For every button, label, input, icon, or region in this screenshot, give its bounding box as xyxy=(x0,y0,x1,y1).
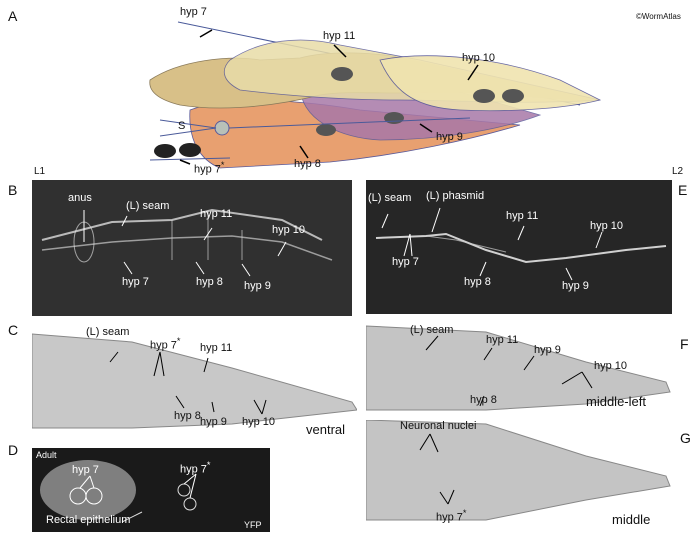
label-d-hyp7star: hyp 7* xyxy=(180,460,211,476)
hyp9-nucleus xyxy=(384,112,404,124)
seam-line-1 xyxy=(159,119,217,129)
label-g-hyp7: hyp 7* xyxy=(436,508,467,524)
copyright-text: ©WormAtlas xyxy=(636,12,681,21)
label-f-view: middle-left xyxy=(586,394,646,409)
label-b-hyp11: hyp 11 xyxy=(200,208,233,220)
label-a-hyp9: hyp 9 xyxy=(436,131,463,143)
hyp10-region xyxy=(379,55,602,112)
label-b-seam: (L) seam xyxy=(126,200,170,212)
label-g-neuronal: Neuronal nuclei xyxy=(400,420,477,432)
panel-e-image: (L) seam (L) phasmid hyp 11 hyp 10 hyp 7… xyxy=(366,180,672,314)
label-f-seam: (L) seam xyxy=(410,324,454,336)
seam-line-2 xyxy=(159,127,217,137)
panel-letter-d: D xyxy=(8,442,19,458)
label-a-hyp7: hyp 7 xyxy=(180,6,207,18)
panel-f-image: (L) seam hyp 11 hyp 9 hyp 10 hyp 8 middl… xyxy=(366,322,672,418)
label-c-hyp11: hyp 11 xyxy=(200,342,233,354)
label-a-hyp7star: hyp 7* xyxy=(194,160,225,176)
label-e-phasmid: (L) phasmid xyxy=(426,190,485,202)
label-c-seam: (L) seam xyxy=(86,326,130,338)
label-g-view: middle xyxy=(612,512,651,527)
panel-f-dic xyxy=(366,325,671,411)
stage-l2: L2 xyxy=(672,166,684,177)
panel-b-fluorescence xyxy=(41,208,333,277)
label-b-hyp9: hyp 9 xyxy=(244,280,271,292)
panel-letter-a: A xyxy=(8,8,18,24)
stage-l1: L1 xyxy=(34,166,46,177)
panel-a-diagram xyxy=(149,21,602,169)
label-a-hyp10: hyp 10 xyxy=(462,52,496,64)
label-e-hyp8: hyp 8 xyxy=(464,276,491,288)
hyp7star-nucleus-2 xyxy=(179,143,201,157)
panel-d-image: Adult hyp 7 hyp 7* Rectal epithelium YFP xyxy=(32,448,270,532)
panel-c-image: (L) seam hyp 7* hyp 11 hyp 8 hyp 9 hyp 1… xyxy=(32,324,357,446)
label-c-view: ventral xyxy=(306,422,346,437)
label-c-hyp9: hyp 9 xyxy=(200,416,227,428)
label-a-hyp11: hyp 11 xyxy=(323,30,356,42)
panel-letter-b: B xyxy=(8,182,18,198)
label-d-hyp7: hyp 7 xyxy=(72,464,99,476)
label-d-rectal: Rectal epithelium xyxy=(46,514,131,526)
label-b-hyp8: hyp 8 xyxy=(196,276,223,288)
hyp11-nucleus xyxy=(331,67,353,81)
hyp7star-nucleus-1 xyxy=(154,144,176,158)
hyp8-nucleus xyxy=(316,124,336,136)
panel-letter-c: C xyxy=(8,322,19,338)
panel-g-image: Neuronal nuclei hyp 7* middle xyxy=(366,420,672,534)
label-e-hyp11: hyp 11 xyxy=(506,210,539,222)
panel-d-fluorescence xyxy=(40,460,197,523)
label-e-seam: (L) seam xyxy=(368,192,412,204)
label-b-hyp10: hyp 10 xyxy=(272,224,306,236)
label-c-hyp7: hyp 7* xyxy=(150,336,181,352)
label-a-seam: S xyxy=(178,120,186,132)
panel-g-dic xyxy=(366,420,671,521)
label-f-hyp11: hyp 11 xyxy=(486,334,519,346)
label-c-hyp10: hyp 10 xyxy=(242,416,276,428)
label-a-hyp8: hyp 8 xyxy=(294,158,321,170)
hyp10-nucleus-1 xyxy=(473,89,495,103)
label-d-adult: Adult xyxy=(36,450,57,460)
seam-cell xyxy=(214,120,230,136)
hyp10-nucleus-2 xyxy=(502,89,524,103)
panel-c-dic xyxy=(32,333,357,429)
label-e-hyp9: hyp 9 xyxy=(562,280,589,292)
panel-letter-e: E xyxy=(678,182,688,198)
label-b-hyp7: hyp 7 xyxy=(122,276,149,288)
label-b-anus: anus xyxy=(68,192,92,204)
label-d-yfp: YFP xyxy=(244,520,262,530)
panel-letter-g: G xyxy=(680,430,691,446)
panel-e-fluorescence xyxy=(375,207,667,281)
label-f-hyp9: hyp 9 xyxy=(534,344,561,356)
label-e-hyp10: hyp 10 xyxy=(590,220,624,232)
label-e-hyp7: hyp 7 xyxy=(392,256,419,268)
ventral-line xyxy=(149,157,231,161)
panel-b-image: anus (L) seam hyp 11 hyp 10 hyp 7 hyp 8 … xyxy=(32,180,352,316)
panel-letter-f: F xyxy=(680,336,689,352)
seam-line-3 xyxy=(228,117,471,129)
label-c-hyp8: hyp 8 xyxy=(174,410,201,422)
label-f-hyp10: hyp 10 xyxy=(594,360,628,372)
label-f-hyp8: hyp 8 xyxy=(470,394,497,406)
